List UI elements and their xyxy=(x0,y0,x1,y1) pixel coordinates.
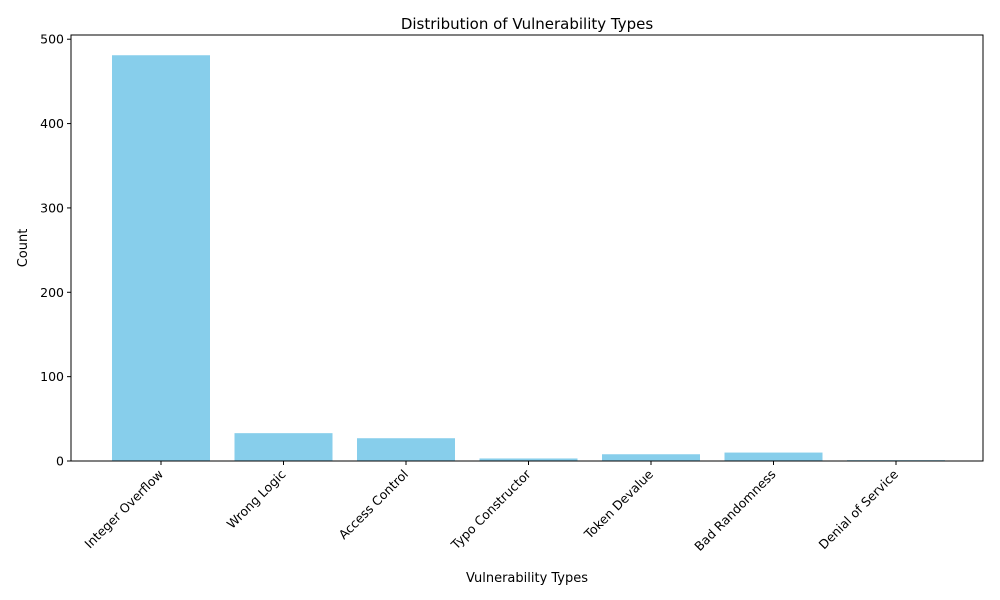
chart-title: Distribution of Vulnerability Types xyxy=(401,15,654,33)
x-tick-label: Typo Constructor xyxy=(447,466,534,553)
bar-access-control xyxy=(357,438,455,461)
y-tick-label: 500 xyxy=(40,32,64,47)
bar-wrong-logic xyxy=(234,433,333,461)
y-tick-label: 100 xyxy=(40,369,64,384)
x-axis-label: Vulnerability Types xyxy=(466,571,588,586)
y-tick-label: 400 xyxy=(40,116,64,131)
x-tick-label: Integer Overflow xyxy=(81,467,166,552)
bar-bad-randomness xyxy=(724,452,823,461)
x-tick-label: Access Control xyxy=(335,467,411,543)
x-tick-label: Denial of Service xyxy=(816,466,902,552)
plot-frame xyxy=(70,34,984,462)
x-axis-ticks: Integer Overflow Wrong Logic Access Contro… xyxy=(81,461,901,554)
bars-group xyxy=(112,55,945,461)
x-tick-label: Wrong Logic xyxy=(224,466,289,531)
y-tick-label: 300 xyxy=(40,200,64,215)
x-tick-label: Bad Randomness xyxy=(691,467,778,554)
y-tick-label: 0 xyxy=(56,454,64,469)
y-axis-label: Count xyxy=(16,229,31,268)
y-axis-ticks: 0 100 200 300 400 500 xyxy=(40,32,71,469)
y-tick-label: 200 xyxy=(40,285,64,300)
x-tick-label: Token Devalue xyxy=(580,466,656,542)
bar-integer-overflow xyxy=(112,55,210,461)
bar-token-devalue xyxy=(602,454,700,461)
bar-typo-constructor xyxy=(479,458,578,461)
